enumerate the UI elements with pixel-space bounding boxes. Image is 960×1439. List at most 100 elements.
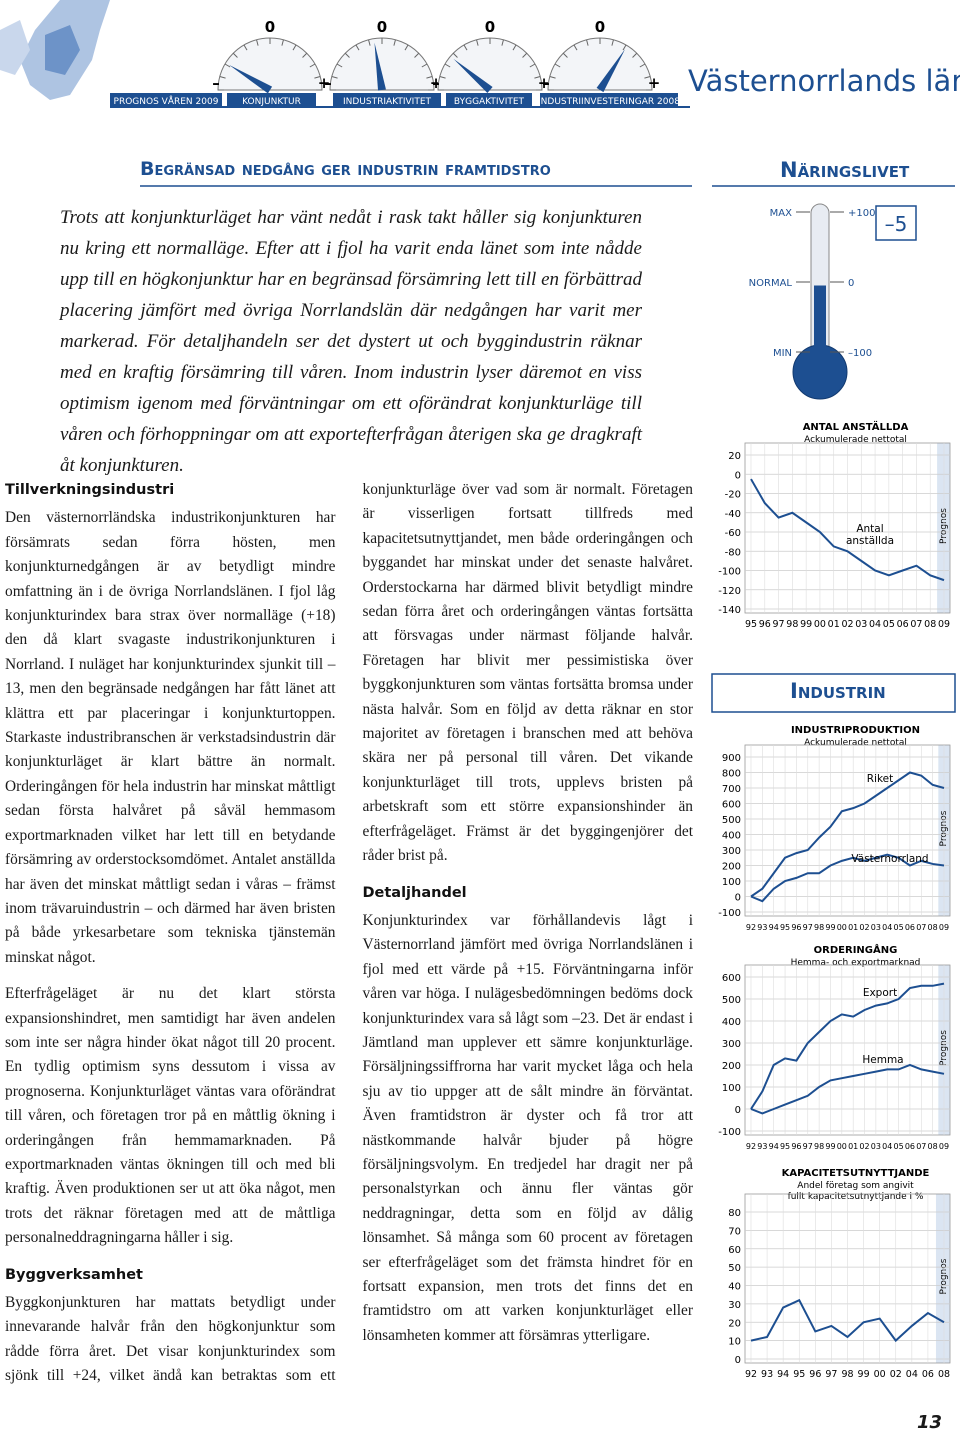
- gauge-tick: [554, 63, 561, 68]
- thermo-level: [814, 285, 826, 372]
- gauge-tick: [586, 39, 589, 46]
- x-tick-label: 07: [916, 923, 926, 932]
- x-tick-label: 05: [883, 619, 895, 630]
- x-tick-label: 96: [791, 923, 801, 932]
- gauge-tick: [421, 63, 428, 68]
- chart-title: ORDERINGÅNG: [814, 943, 898, 956]
- series-line: [750, 853, 945, 903]
- x-tick-label: 92: [745, 1369, 757, 1380]
- series-line: [750, 982, 945, 1110]
- x-tick-label: 05: [893, 923, 903, 932]
- y-tick-label: 700: [722, 784, 741, 795]
- header-label-box: [446, 93, 532, 107]
- gauge-needle: [453, 58, 493, 94]
- map-region: [45, 25, 80, 75]
- y-tick-label: 200: [722, 862, 741, 873]
- x-tick-label: 06: [897, 619, 909, 630]
- gauge-tick: [452, 52, 458, 58]
- x-tick-label: 95: [780, 1142, 790, 1151]
- chart-title: INDUSTRIPRODUKTION: [791, 725, 920, 736]
- y-tick-label: -100: [718, 908, 741, 919]
- x-tick-label: 01: [828, 619, 840, 630]
- x-tick-label: 07: [910, 619, 922, 630]
- y-tick-label: 100: [722, 1083, 741, 1094]
- series-line: [750, 1298, 945, 1343]
- header-label-box: [540, 93, 678, 107]
- x-tick-label: 98: [814, 1142, 824, 1151]
- x-tick-label: 93: [757, 923, 767, 932]
- x-tick-label: 97: [773, 619, 785, 630]
- subtitle-line: Andel företag som angivit: [797, 1181, 914, 1191]
- sidebar-heading: Näringslivet: [780, 158, 910, 182]
- x-tick-label: 00: [837, 1142, 847, 1151]
- header-label: KONJUNKTUR: [242, 97, 301, 107]
- series-line: [750, 771, 945, 898]
- gauge-tick: [414, 52, 420, 58]
- gauge-minus: –: [324, 74, 332, 92]
- gauge-tick: [549, 76, 556, 79]
- y-tick-label: -60: [725, 528, 741, 539]
- gauge-needle: [229, 64, 273, 94]
- thermo-value-box: [875, 205, 917, 241]
- thermo-tick-label: –100: [848, 348, 872, 359]
- x-tick-label: 05: [893, 1142, 903, 1151]
- gauge-plus: +: [538, 74, 551, 92]
- gauge-tick: [302, 52, 308, 58]
- y-tick-label: 20: [728, 1318, 741, 1329]
- gauge-tick: [476, 39, 479, 46]
- y-tick-label: 200: [722, 1061, 741, 1072]
- x-tick-label: 00: [814, 619, 826, 630]
- x-tick-label: 08: [938, 1369, 950, 1380]
- sidebar-heading: Industrin: [790, 679, 886, 703]
- x-tick-label: 92: [746, 923, 756, 932]
- thermo-label: MAX: [770, 208, 792, 219]
- gauge-zero: 0: [595, 18, 605, 36]
- x-tick-label: 00: [874, 1369, 886, 1380]
- gauge-tick: [219, 76, 226, 79]
- gauge-tick: [639, 63, 646, 68]
- series-label: Antal anställda: [846, 523, 894, 547]
- y-tick-label: 80: [728, 1208, 741, 1219]
- x-tick-label: 99: [800, 619, 812, 630]
- x-tick-label: 94: [769, 1142, 779, 1151]
- header-label: PROGNOS VÅREN 2009: [114, 95, 219, 107]
- gauge-tick: [622, 44, 627, 51]
- section-heading: Detaljhandel: [362, 884, 467, 901]
- x-tick-label: 04: [869, 619, 881, 630]
- thermo-tick-label: 0: [848, 278, 854, 289]
- x-tick-label: 95: [793, 1369, 805, 1380]
- industrin-box: [711, 673, 956, 713]
- x-tick-label: 98: [841, 1369, 853, 1380]
- gauge-tick: [243, 44, 248, 51]
- x-tick-label: 98: [814, 923, 824, 932]
- paragraph: Den västernorrländska industrikonjunktur…: [5, 509, 336, 966]
- gauge-tick: [501, 39, 504, 46]
- x-tick-label: 96: [791, 1142, 801, 1151]
- y-tick-label: -140: [718, 605, 741, 616]
- x-tick-label: 01: [848, 1142, 858, 1151]
- y-tick-label: 30: [728, 1300, 741, 1311]
- x-tick-label: 97: [803, 923, 813, 932]
- gauge-dial: [437, 37, 543, 91]
- gauge-tick: [534, 76, 541, 79]
- y-tick-label: -100: [718, 567, 741, 578]
- x-tick-label: 04: [882, 923, 892, 932]
- x-tick-label: 07: [916, 1142, 926, 1151]
- gauge-tick: [562, 52, 568, 58]
- section-heading: Byggverksamhet: [5, 1266, 143, 1283]
- gauge-tick: [292, 44, 297, 51]
- region-title: Västernorrlands län: [688, 64, 960, 98]
- y-tick-label: 10: [728, 1337, 741, 1348]
- header-label: INDUSTRIAKTIVITET: [343, 97, 432, 107]
- gauge-dial: [547, 37, 653, 91]
- x-tick-label: 08: [924, 619, 936, 630]
- header-label-box: [110, 93, 222, 107]
- chart-subtitle: Ackumulerade nettotal: [804, 738, 907, 748]
- chart-title: KAPACITETSUTNYTTJANDE: [782, 1168, 930, 1179]
- x-tick-label: 09: [938, 619, 950, 630]
- article-columns: Tillverkningsindustri Den västernorrländs…: [5, 478, 693, 1408]
- x-tick-label: 02: [890, 1369, 902, 1380]
- x-tick-label: 92: [746, 1142, 756, 1151]
- x-tick-label: 96: [809, 1369, 821, 1380]
